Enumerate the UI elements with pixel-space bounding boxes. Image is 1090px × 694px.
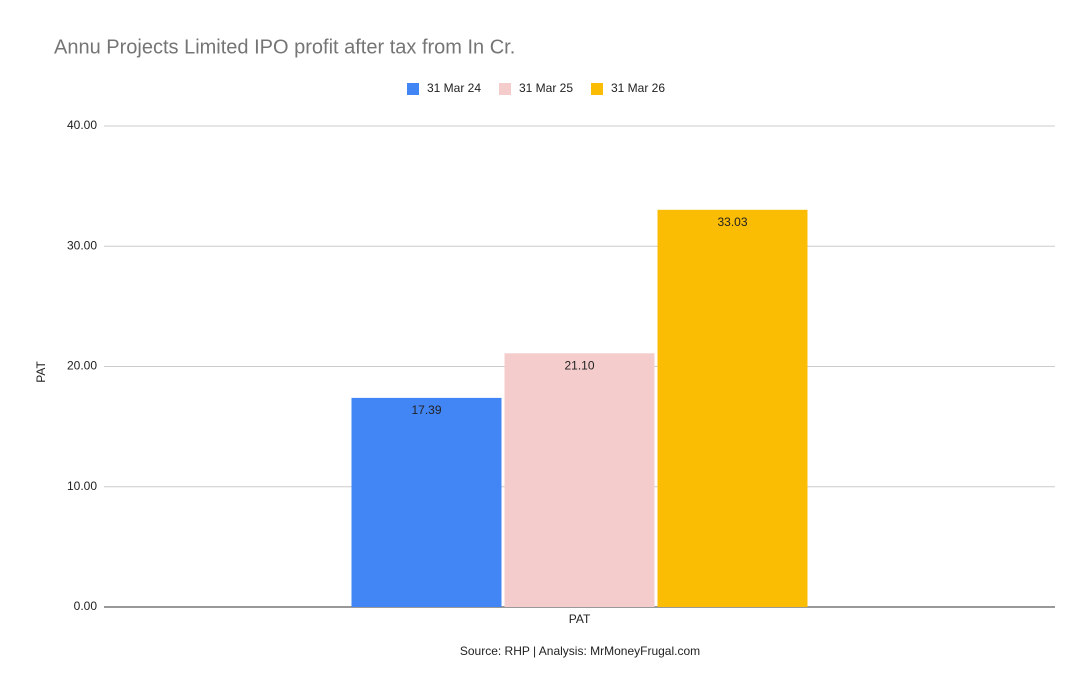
bar: [504, 353, 655, 607]
bar: [351, 397, 502, 607]
data-label: 17.39: [411, 403, 441, 417]
x-tick-label: PAT: [569, 612, 591, 626]
y-tick-label: 20.00: [67, 359, 97, 373]
legend-label: 31 Mar 26: [611, 81, 665, 95]
y-axis-label: PAT: [34, 361, 48, 383]
source-note: Source: RHP | Analysis: MrMoneyFrugal.co…: [460, 644, 700, 658]
legend-label: 31 Mar 24: [427, 81, 481, 95]
data-label: 33.03: [717, 215, 747, 229]
y-tick-label: 30.00: [67, 238, 97, 252]
data-label: 21.10: [564, 358, 594, 372]
legend-swatch: [591, 83, 603, 95]
y-tick-label: 10.00: [67, 479, 97, 493]
y-tick-label: 0.00: [74, 599, 98, 613]
bar: [657, 209, 808, 607]
legend-label: 31 Mar 25: [519, 81, 573, 95]
legend-swatch: [407, 83, 419, 95]
y-tick-label: 40.00: [67, 118, 97, 132]
legend-swatch: [499, 83, 511, 95]
chart-title: Annu Projects Limited IPO profit after t…: [54, 36, 515, 58]
